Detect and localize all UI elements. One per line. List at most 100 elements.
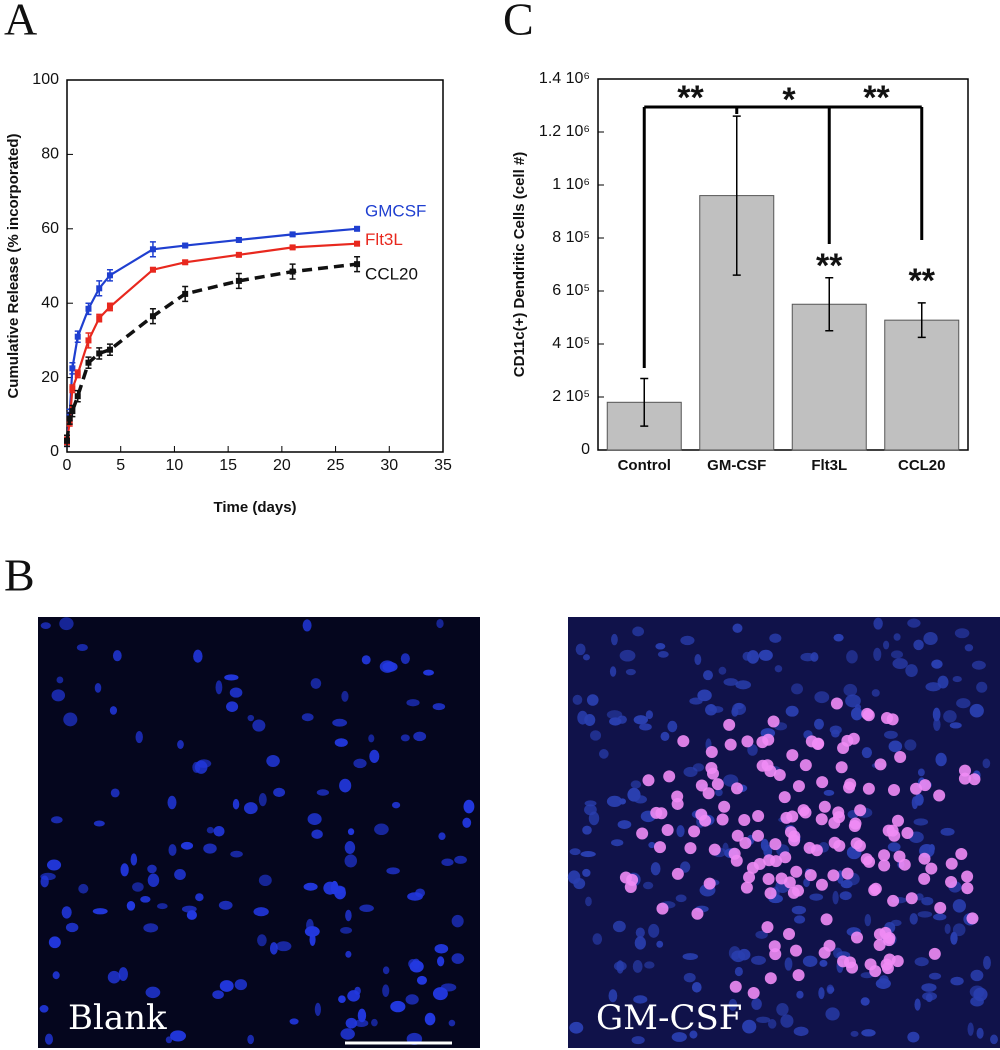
nucleus	[269, 942, 278, 955]
nucleus	[247, 1034, 255, 1045]
nucleus	[680, 635, 695, 646]
nucleus	[382, 984, 390, 997]
nucleus	[635, 927, 645, 938]
nucleus	[177, 740, 184, 749]
stained-cell	[708, 843, 721, 856]
stained-cell	[775, 872, 788, 885]
stained-cell	[787, 886, 800, 899]
stained-cell	[901, 827, 914, 840]
nucleus	[165, 1036, 173, 1044]
nucleus	[983, 955, 991, 970]
stained-cell	[878, 859, 891, 872]
nucleus	[339, 778, 352, 793]
nucleus	[168, 844, 177, 856]
stained-cell	[850, 931, 863, 944]
nucleus	[982, 758, 991, 769]
nucleus	[850, 1030, 859, 1037]
nucleus	[448, 1019, 456, 1027]
nucleus	[705, 704, 717, 716]
nucleus	[584, 714, 596, 726]
nucleus	[892, 658, 908, 670]
point	[235, 236, 242, 243]
stained-cell	[887, 784, 900, 797]
nucleus	[234, 979, 248, 991]
nucleus	[94, 682, 102, 693]
stained-cell	[716, 813, 729, 826]
point	[96, 315, 103, 322]
y-tick-label: 20	[41, 369, 59, 386]
nucleus	[873, 617, 883, 630]
nucleus	[617, 820, 632, 829]
nucleus	[680, 861, 691, 873]
micrograph	[38, 617, 480, 1048]
y-tick-label: 6 10⁵	[552, 282, 590, 299]
point	[85, 337, 92, 344]
nucleus	[344, 854, 358, 868]
nucleus	[412, 958, 421, 970]
stained-cell	[934, 901, 947, 914]
nucleus	[371, 1018, 378, 1027]
nucleus	[289, 1018, 299, 1025]
nucleus	[731, 950, 746, 963]
stained-cell	[880, 958, 893, 971]
nucleus	[819, 959, 828, 967]
nucleus	[147, 864, 157, 874]
stained-cell	[624, 881, 637, 894]
nucleus	[76, 644, 88, 651]
nucleus	[784, 957, 793, 971]
nucleus	[606, 710, 623, 720]
stained-cell	[761, 921, 774, 934]
nucleus	[825, 1007, 840, 1021]
nucleus	[758, 649, 773, 661]
nucleus	[59, 617, 74, 631]
nucleus	[944, 923, 951, 934]
point	[235, 251, 242, 258]
stained-cell	[761, 759, 774, 772]
nucleus	[905, 664, 918, 678]
nucleus	[632, 959, 643, 973]
stained-cell	[878, 849, 891, 862]
nucleus	[441, 858, 454, 867]
nucleus	[950, 976, 964, 986]
nucleus	[258, 874, 272, 887]
point	[66, 415, 73, 422]
nucleus	[582, 654, 590, 661]
nucleus	[911, 796, 919, 810]
stained-cell	[671, 790, 684, 803]
stained-cell	[661, 824, 674, 837]
nucleus	[193, 649, 203, 663]
significance-marker: **	[816, 247, 843, 285]
stained-cell	[786, 749, 799, 762]
nucleus	[78, 883, 89, 894]
nucleus	[273, 787, 286, 797]
significance-marker: **	[909, 262, 936, 300]
stained-cell	[764, 972, 777, 985]
nucleus	[767, 1019, 777, 1029]
nucleus	[432, 703, 446, 711]
stained-cell	[869, 965, 882, 978]
nucleus	[224, 674, 239, 681]
stained-cell	[752, 829, 765, 842]
stained-cell	[764, 887, 777, 900]
nucleus	[569, 1021, 584, 1034]
stained-cell	[928, 947, 941, 960]
nucleus	[118, 967, 128, 982]
nucleus	[392, 801, 401, 809]
nucleus	[341, 690, 349, 702]
nucleus	[311, 829, 323, 839]
nucleus	[369, 749, 380, 763]
nucleus	[65, 922, 79, 933]
image-label: GM-CSF	[596, 998, 742, 1038]
nucleus	[215, 680, 223, 695]
nucleus	[40, 872, 56, 881]
nucleus	[382, 661, 398, 672]
nucleus	[257, 934, 267, 947]
point	[182, 290, 189, 297]
nucleus	[345, 909, 352, 922]
stained-cell	[898, 858, 911, 871]
nucleus	[275, 941, 292, 952]
nucleus	[112, 650, 122, 662]
nucleus	[846, 650, 858, 664]
nucleus	[650, 862, 661, 876]
